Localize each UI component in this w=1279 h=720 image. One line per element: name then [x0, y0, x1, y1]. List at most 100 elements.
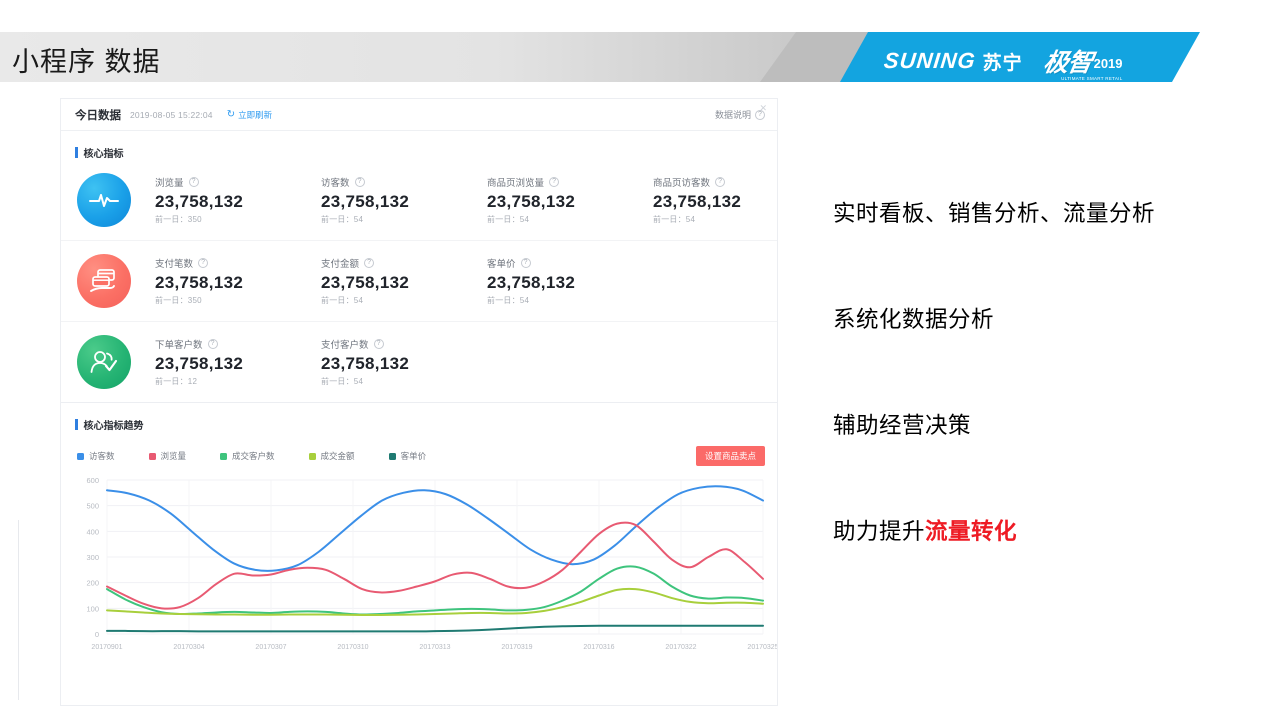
- metric-label: 浏览量: [155, 177, 184, 189]
- chart-legend: 访客数 浏览量 成交客户数 成交金额 客单价 设置商品卖点: [61, 432, 777, 466]
- bullet-traffic-conversion: 助力提升流量转化: [833, 514, 1253, 546]
- help-icon[interactable]: ?: [520, 257, 531, 268]
- metric-pageviews: 浏览量 ? 23,758,132 前一日：350: [155, 175, 321, 226]
- metric-prev-day: 前一日：54: [487, 296, 530, 306]
- bullet-traffic-conversion-highlight: 流量转化: [925, 519, 1018, 544]
- data-note-label: 数据说明: [714, 110, 751, 120]
- metric-prev-day: 前一日：350: [155, 215, 202, 225]
- metric-value: 23,758,132: [487, 272, 576, 292]
- metric-label-wrap: 支付金额 ?: [321, 256, 487, 270]
- metric-label: 支付金额: [321, 258, 360, 270]
- jizhi-logo: 极智 2019 ULTIMATE SMART RETAIL: [1041, 43, 1123, 81]
- refresh-icon: ↻: [226, 108, 236, 120]
- chart-y-tick-label: 500: [86, 502, 99, 511]
- chart-y-tick-label: 0: [95, 630, 99, 639]
- section-accent-bar: [75, 419, 78, 430]
- section-title-core-label: 核心指标: [83, 149, 124, 160]
- chart-series-line: [106, 565, 764, 616]
- chart-y-tick-label: 100: [86, 604, 99, 613]
- metric-prev-day: 前一日：54: [653, 215, 696, 225]
- brand-banner: [840, 32, 1200, 82]
- help-icon[interactable]: ?: [373, 338, 384, 349]
- jizhi-logo-subtitle: ULTIMATE SMART RETAIL: [1061, 76, 1123, 81]
- bullet-list: 实时看板、销售分析、流量分析 系统化数据分析 辅助经营决策 助力提升流量转化: [833, 196, 1253, 546]
- metric-label: 支付笔数: [155, 258, 194, 270]
- bullet-traffic-conversion-plain: 助力提升: [833, 519, 926, 544]
- metric-payment-amount: 支付金额 ? 23,758,132 前一日：54: [321, 256, 487, 307]
- chart-x-tick-label: 20170307: [255, 644, 287, 651]
- metric-product-pageviews: 商品页浏览量 ? 23,758,132 前一日：54: [487, 175, 653, 226]
- metric-paying-customers: 支付客户数 ? 23,758,132 前一日：54: [321, 337, 487, 388]
- metric-label-wrap: 客单价 ?: [487, 256, 653, 270]
- metric-label-wrap: 支付笔数 ?: [155, 256, 321, 270]
- help-icon[interactable]: ?: [549, 176, 560, 187]
- legend-color-swatch: [77, 452, 84, 460]
- metric-row: 浏览量 ? 23,758,132 前一日：350 访客数 ? 23,758,13…: [61, 160, 777, 241]
- help-icon[interactable]: ?: [755, 109, 765, 120]
- jizhi-logo-year: 2019: [1093, 56, 1123, 71]
- chart-x-tick-label: 20170322: [665, 644, 697, 651]
- legend-label: 访客数: [89, 451, 115, 461]
- customer-check-icon: [77, 335, 131, 389]
- metric-value: 23,758,132: [155, 353, 244, 373]
- section-title-core-indicators: 核心指标: [61, 131, 777, 160]
- customer-check-icon-svg: [90, 351, 118, 373]
- payment-hand-icon-svg: [90, 269, 115, 292]
- chart-series-line: [106, 521, 764, 610]
- chart-x-tick-label: 20170319: [501, 644, 533, 651]
- chart-x-tick-label: 20170325: [747, 644, 778, 651]
- section-title-trend-label: 核心指标趋势: [83, 421, 144, 432]
- header-grey-band: [0, 32, 800, 82]
- close-icon[interactable]: ✕: [759, 103, 767, 113]
- metric-row: 支付笔数 ? 23,758,132 前一日：350 支付金额 ? 23,758,…: [61, 241, 777, 322]
- data-note-group[interactable]: 数据说明 ?: [715, 108, 765, 121]
- legend-item[interactable]: 客单价: [388, 450, 427, 462]
- brand-suning-text: SUNING: [882, 48, 977, 73]
- help-icon[interactable]: ?: [207, 338, 218, 349]
- legend-item[interactable]: 成交客户数: [220, 450, 275, 462]
- chart-x-tick-label: 20170313: [419, 644, 451, 651]
- legend-label: 成交客户数: [232, 451, 275, 461]
- legend-color-swatch: [220, 452, 228, 460]
- metric-label-wrap: 支付客户数 ?: [321, 337, 487, 351]
- help-icon[interactable]: ?: [364, 257, 375, 268]
- help-icon[interactable]: ?: [188, 176, 199, 187]
- metric-value: 23,758,132: [321, 353, 410, 373]
- chart-series-line: [106, 485, 764, 572]
- metric-label: 下单客户数: [155, 339, 203, 351]
- chart-x-axis: 20170901 20170304 20170307 20170310 20170313…: [61, 644, 777, 660]
- trend-chart-block: 访客数 浏览量 成交客户数 成交金额 客单价 设置商品卖点 0 100 200 300 400 50…: [61, 432, 777, 660]
- metric-label-wrap: 访客数 ?: [321, 175, 487, 189]
- chart-y-tick-label: 300: [86, 553, 99, 562]
- slide-header: 小程序 数据 SUNING 苏宁 极智 2019 ULTIMATE SMART …: [0, 32, 1279, 82]
- metric-product-visitors: 商品页访客数 ? 23,758,132 前一日：54: [653, 175, 777, 226]
- metric-prev-day: 前一日：54: [321, 377, 364, 387]
- legend-label: 成交金额: [320, 451, 355, 461]
- legend-item[interactable]: 访客数: [77, 450, 115, 462]
- bullet-systematic-analysis: 系统化数据分析: [833, 307, 995, 332]
- metric-label: 商品页浏览量: [487, 177, 545, 189]
- brand-lockup: SUNING 苏宁 极智 2019 ULTIMATE SMART RETAIL: [882, 43, 1123, 81]
- metric-payment-count: 支付笔数 ? 23,758,132 前一日：350: [155, 256, 321, 307]
- legend-color-swatch: [308, 452, 316, 460]
- chart-y-tick-label: 600: [86, 476, 99, 485]
- metric-value: 23,758,132: [155, 191, 244, 211]
- metric-prev-day: 前一日：54: [487, 215, 530, 225]
- help-icon[interactable]: ?: [198, 257, 209, 268]
- metric-label: 支付客户数: [321, 339, 369, 351]
- set-product-sellpoint-button[interactable]: 设置商品卖点: [695, 446, 765, 466]
- pulse-icon: [77, 173, 131, 227]
- legend-item[interactable]: 浏览量: [148, 450, 187, 462]
- chart-x-tick-label: 20170901: [91, 644, 123, 651]
- metric-prev-day: 前一日：12: [155, 377, 198, 387]
- metric-value: 23,758,132: [321, 272, 410, 292]
- help-icon[interactable]: ?: [715, 176, 726, 187]
- help-icon[interactable]: ?: [354, 176, 365, 187]
- legend-item[interactable]: 成交金额: [308, 450, 355, 462]
- refresh-now-button[interactable]: ↻ 立即刷新: [227, 109, 272, 121]
- legend-label: 客单价: [400, 451, 427, 461]
- legend-label: 浏览量: [160, 451, 187, 461]
- legend-color-swatch: [388, 452, 396, 460]
- pulse-icon-svg: [89, 194, 119, 207]
- legend-color-swatch: [148, 452, 156, 460]
